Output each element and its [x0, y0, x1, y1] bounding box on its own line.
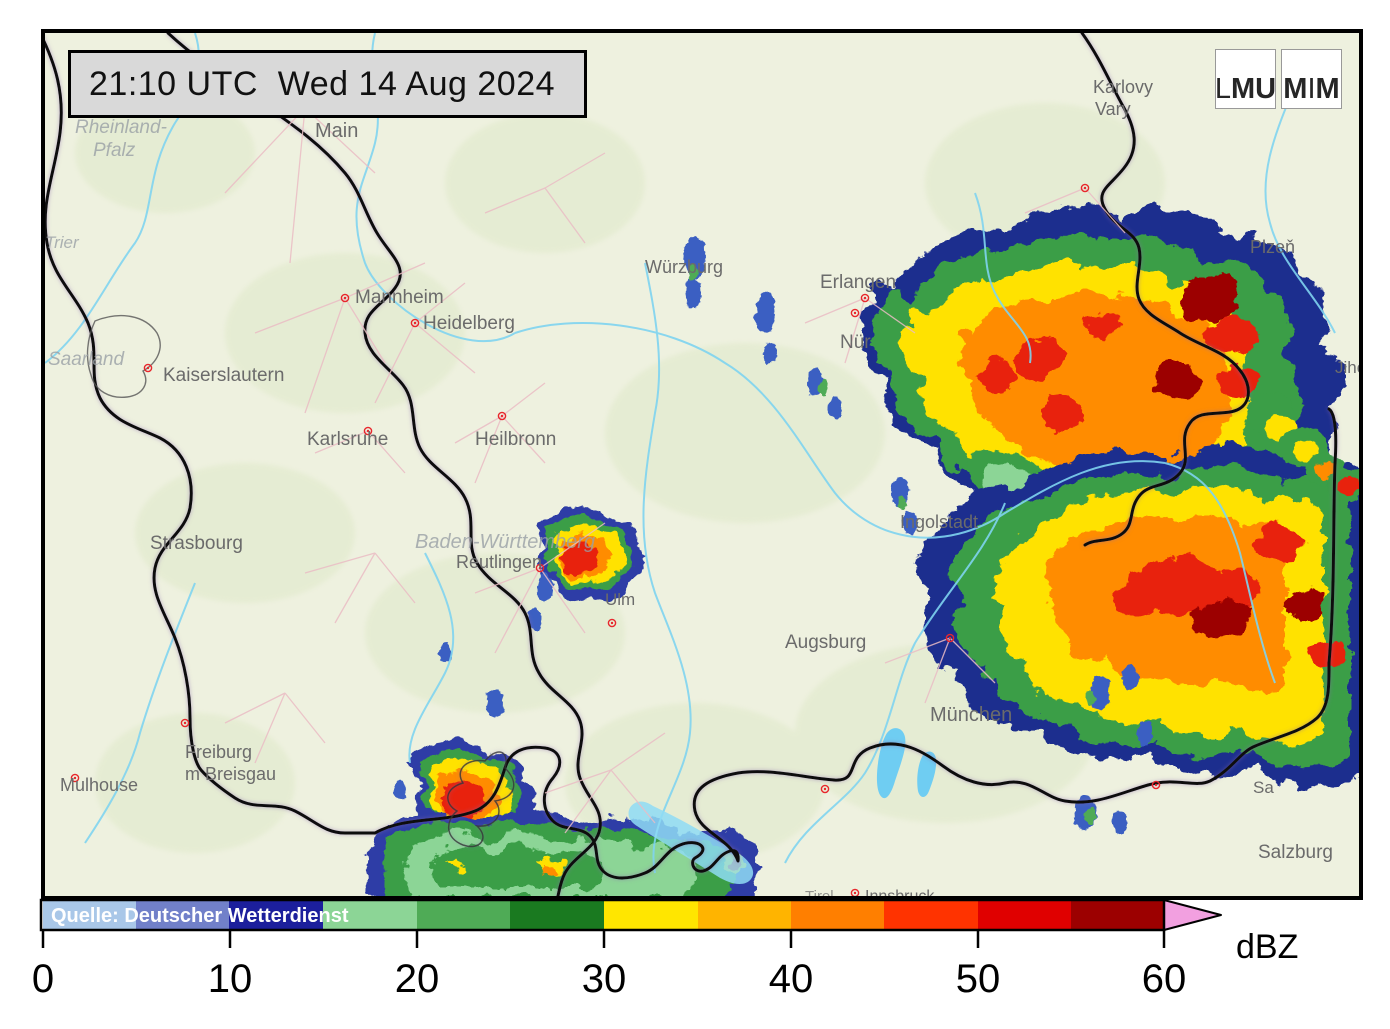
svg-text:Ulm: Ulm [605, 590, 635, 609]
svg-text:Strasbourg: Strasbourg [150, 533, 243, 554]
svg-text:Ingolstadt: Ingolstadt [900, 512, 978, 532]
svg-text:m Breisgau: m Breisgau [185, 764, 276, 784]
svg-text:Sa: Sa [1253, 778, 1274, 797]
svg-text:Mulhouse: Mulhouse [60, 775, 138, 795]
svg-text:Pfalz: Pfalz [93, 140, 136, 161]
svg-text:Salzburg: Salzburg [1258, 842, 1333, 863]
svg-text:Plzeň: Plzeň [1250, 237, 1295, 257]
svg-text:Heidelberg: Heidelberg [423, 313, 515, 334]
svg-text:Heilbronn: Heilbronn [475, 429, 556, 450]
svg-text:Augsburg: Augsburg [785, 632, 866, 653]
svg-text:30: 30 [582, 957, 627, 1001]
svg-text:0: 0 [32, 957, 54, 1001]
svg-text:Freiburg: Freiburg [185, 742, 252, 762]
svg-text:Würzburg: Würzburg [645, 257, 723, 277]
svg-text:Jihoz: Jihoz [1335, 358, 1363, 377]
svg-text:10: 10 [208, 957, 253, 1001]
svg-text:Karlsruhe: Karlsruhe [307, 429, 388, 450]
svg-text:40: 40 [769, 957, 814, 1001]
svg-text:60: 60 [1142, 957, 1187, 1001]
svg-text:Mannheim: Mannheim [355, 287, 444, 308]
svg-text:Kaiserslautern: Kaiserslautern [163, 365, 284, 386]
svg-text:Reutlingen: Reutlingen [456, 552, 542, 572]
svg-text:Baden-Württemberg: Baden-Württemberg [415, 531, 595, 553]
svg-text:Innsbruck: Innsbruck [865, 888, 935, 900]
svg-text:Rheinland-: Rheinland- [75, 117, 167, 138]
svg-text:Quelle: Deutscher Wetterdienst: Quelle: Deutscher Wetterdienst [51, 905, 349, 927]
svg-text:Erlangen: Erlangen [820, 272, 896, 293]
svg-text:Nür: Nür [840, 332, 871, 353]
svg-text:Saarland: Saarland [48, 349, 125, 370]
svg-text:50: 50 [956, 957, 1001, 1001]
svg-text:20: 20 [395, 957, 440, 1001]
svg-text:Tirol: Tirol [805, 888, 834, 900]
svg-text:dBZ: dBZ [1236, 928, 1298, 966]
svg-text:München: München [930, 704, 1012, 726]
svg-text:Karlovy: Karlovy [1093, 77, 1153, 97]
svg-text:Vary: Vary [1095, 99, 1131, 119]
svg-text:Trier: Trier [45, 233, 80, 252]
svg-text:Main: Main [315, 120, 358, 142]
